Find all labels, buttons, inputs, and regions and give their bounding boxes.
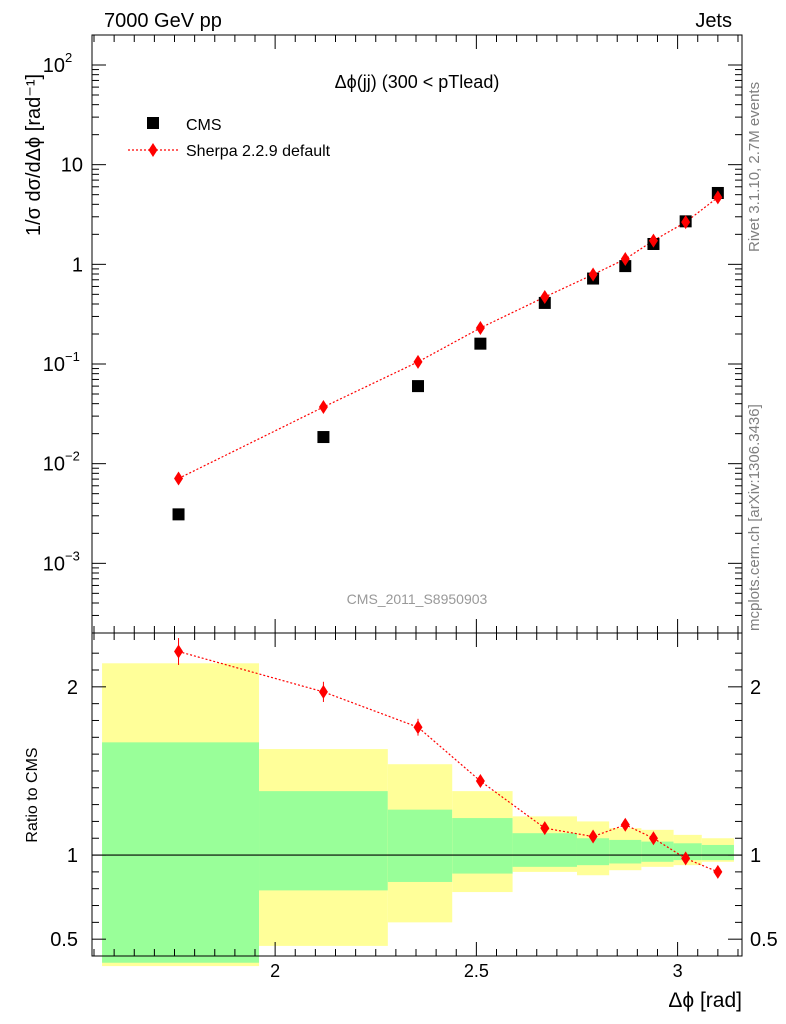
sherpa-data-point [681,215,691,230]
y-tick-label: 10 [61,155,83,177]
ratio-data-point [318,684,328,699]
x-tick-label: 2 [270,961,280,981]
ratio-inner-band [701,844,734,861]
ratio-data-point [620,817,630,832]
legend-sherpa-label: Sherpa 2.2.9 default [186,143,331,160]
ratio-inner-band [609,839,642,864]
ratio-sherpa-line [178,650,719,873]
ratio-inner-band [259,791,388,891]
sherpa-data-point [413,354,423,369]
cms-data-point [172,508,185,521]
y-tick-label: 1 [72,254,83,276]
y-tick-label: 10 [43,55,65,77]
sherpa-data-point [318,400,328,415]
ratio-y-tick-label-right: 1 [750,845,761,867]
ratio-data-point [713,864,723,879]
sherpa-data-point [174,471,184,486]
ratio-plot-frame [91,632,743,957]
x-tick-label: 2.5 [464,961,489,981]
ratio-data-point [588,829,598,844]
x-axis-label: Δϕ [rad] [668,989,742,1012]
cms-data-point [412,380,425,393]
ratio-data-point [475,774,485,789]
main-y-axis-label-text: 1/σ dσ/dΔϕ [rad⁻¹] [23,74,45,236]
ratio-data-point [174,644,184,659]
sherpa-data-point [648,233,658,248]
legend-sherpa-marker [148,143,158,157]
sherpa-data-point [540,290,550,305]
cms-data-point [619,260,632,273]
y-tick-label: 10 [43,354,65,376]
y-tick-exponent: −2 [65,449,80,464]
y-tick-exponent: 2 [65,50,72,65]
ratio-y-tick-label: 0.5 [50,929,78,951]
legend-cms-marker [147,117,159,129]
ratio-inner-band [452,818,513,874]
y-tick-label: 10 [43,553,65,575]
cms-data-point [474,337,487,350]
sherpa-data-point [713,190,723,205]
y-tick-exponent: −1 [65,349,80,364]
ratio-inner-band [641,841,674,862]
ratio-inner-band [102,742,260,963]
ratio-y-axis-label: Ratio to CMS [24,747,41,842]
ratio-inner-band [512,833,577,867]
legend-cms-label: CMS [186,117,222,134]
ratio-data-point [681,851,691,866]
ratio-y-tick-label: 1 [67,845,78,867]
sherpa-line [178,196,719,480]
ratio-y-tick-label-right: 0.5 [750,929,778,951]
ratio-y-axis-label-text: Ratio to CMS [24,747,41,842]
y-tick-exponent: −3 [65,548,80,563]
sherpa-data-point [620,252,630,267]
ratio-y-tick-label-right: 2 [750,677,761,699]
cms-data-point [317,431,330,444]
ratio-data-point [540,821,550,836]
ratio-bands [102,663,734,967]
ratio-data-point [648,831,658,846]
sherpa-data-point [588,267,598,282]
y-tick-label: 10 [43,454,65,476]
sherpa-data-point [475,320,485,335]
ratio-y-tick-label: 2 [67,677,78,699]
ratio-data-point [413,720,423,735]
analysis-watermark: CMS_2011_S8950903 [347,591,488,607]
header-collision-label: 7000 GeV pp [104,10,222,32]
ratio-inner-band [387,809,453,882]
main-y-axis-label: 1/σ dσ/dΔϕ [rad⁻¹] [23,74,45,236]
plot-title: Δϕ(jj) (300 < pTlead) [335,72,500,92]
header-category-label: Jets [695,10,732,32]
x-tick-label: 3 [673,961,683,981]
